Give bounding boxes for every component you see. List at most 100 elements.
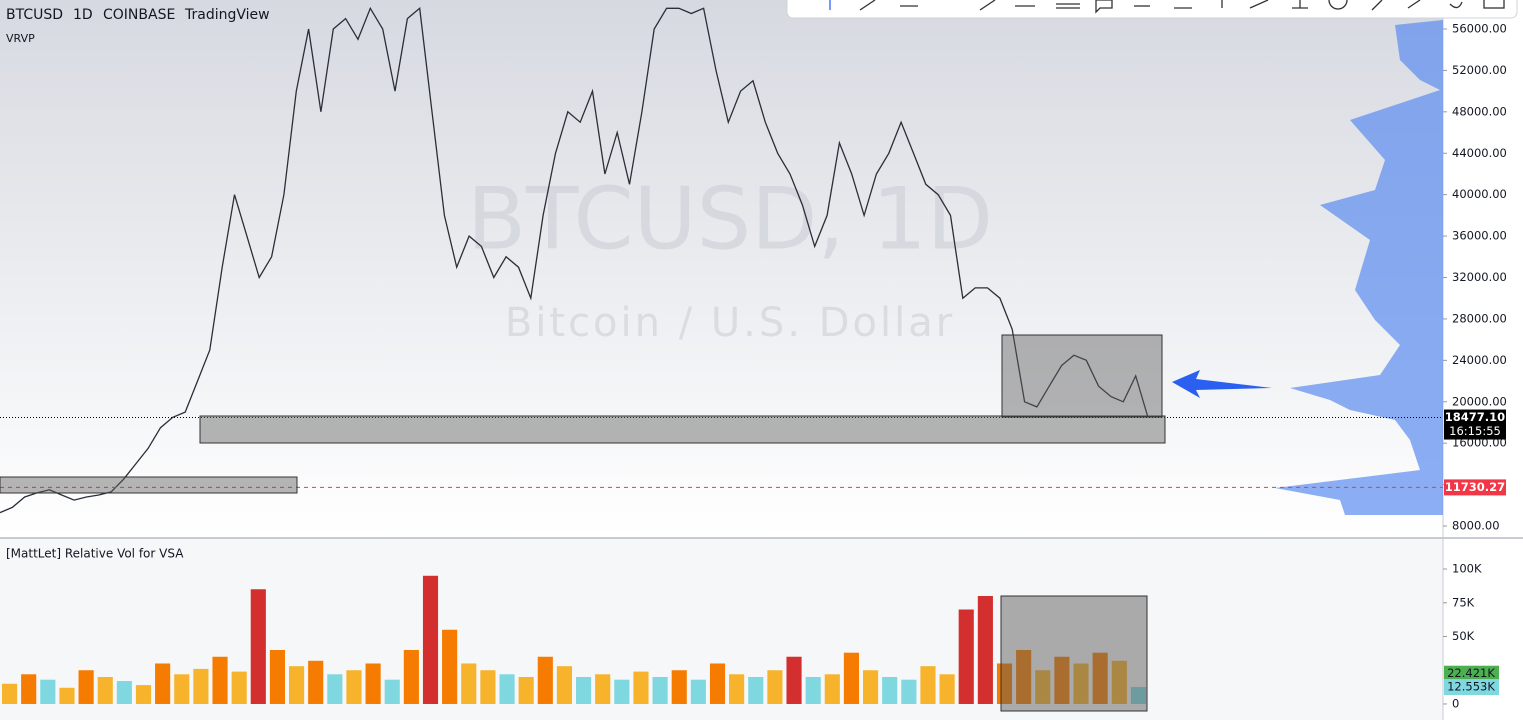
tool-icon[interactable]: [979, 0, 996, 11]
value-tag: 22.421K: [1447, 666, 1495, 680]
y-tick-label: 56000.00: [1452, 21, 1507, 35]
value-tag-bg: [1444, 679, 1499, 696]
support-zone: [0, 476, 298, 494]
y-tick-label: 20000.00: [1452, 394, 1507, 408]
value-tag: 12.553K: [1447, 680, 1495, 694]
y-tick-label: 40000.00: [1452, 187, 1507, 201]
tool-icon[interactable]: [859, 0, 876, 11]
y-tick-label: 0: [1452, 696, 1459, 710]
toolbar: [786, 0, 1518, 19]
volume-bar: [327, 674, 343, 704]
volume-bar: [193, 668, 209, 704]
y-tick-label: 100K: [1452, 562, 1482, 576]
exchange: COINBASE: [103, 7, 175, 23]
volume-bar: [2, 683, 18, 704]
volume-bar: [499, 674, 515, 704]
volume-bar: [346, 670, 362, 704]
tool-icon[interactable]: [1292, 0, 1308, 9]
tool-icon[interactable]: [1483, 0, 1505, 9]
volume-bar: [882, 676, 898, 704]
volume-bar: [442, 629, 458, 704]
y-tick-label: 24000.00: [1452, 353, 1507, 367]
volume-bar: [155, 663, 171, 704]
price-pane: [0, 0, 1443, 537]
volume-bar: [958, 609, 974, 704]
volume-bar: [614, 679, 630, 704]
y-tick-label: 36000.00: [1452, 229, 1507, 243]
volume-bar: [461, 663, 477, 704]
support-zone: [199, 415, 1166, 444]
volume-bar: [78, 670, 94, 704]
value-tag-bg: [1444, 665, 1499, 682]
volume-bar: [289, 666, 305, 704]
arrow: [1172, 370, 1272, 398]
volume-profile: [1275, 20, 1443, 515]
volume-bar: [308, 660, 324, 704]
volume-bar: [595, 674, 611, 704]
volume-bar: [250, 589, 266, 704]
volume-bar: [863, 670, 879, 704]
volume-bar: [40, 679, 56, 704]
tool-icon[interactable]: [1449, 1, 1463, 9]
tool-icon[interactable]: [1095, 0, 1113, 14]
volume-bar: [633, 671, 649, 704]
volume-bar: [729, 674, 745, 704]
volume-bar: [939, 674, 955, 704]
y-tick-label: 48000.00: [1452, 104, 1507, 118]
tool-icon[interactable]: [1407, 0, 1421, 9]
volume-bar: [556, 666, 572, 704]
y-tick-label: 75K: [1452, 595, 1475, 609]
volume-bar: [843, 652, 859, 704]
volume-bar: [690, 679, 706, 704]
price-tag-bg: [1444, 409, 1506, 440]
volume-bar: [709, 663, 726, 704]
y-tick-label: 8000.00: [1452, 519, 1500, 533]
watermark-subtitle: Bitcoin / U.S. Dollar: [505, 300, 955, 346]
volume-bar: [21, 674, 37, 704]
y-tick-label: 52000.00: [1452, 63, 1507, 77]
volume-bar: [748, 676, 764, 704]
price-tag: 18477.10: [1445, 410, 1505, 424]
volume-bar: [576, 676, 592, 704]
volume-bar: [174, 674, 190, 704]
price-axis: [1443, 0, 1523, 720]
indicator-name: VRVP: [6, 32, 35, 45]
y-tick-label: 28000.00: [1452, 311, 1507, 325]
volume-indicator-title: [MattLet] Relative Vol for VSA: [6, 547, 184, 561]
tool-icon[interactable]: [1249, 0, 1269, 9]
volume-bar: [518, 676, 534, 704]
volume-bar: [671, 670, 687, 704]
volume-bar: [212, 656, 228, 704]
volume-bar: [977, 596, 993, 704]
volume-bar: [480, 670, 496, 704]
y-tick-label: 50K: [1452, 629, 1475, 643]
tool-icon[interactable]: [1056, 3, 1080, 9]
volume-bar: [365, 663, 381, 704]
volume-bar: [652, 676, 668, 704]
volume-bar: [59, 687, 75, 704]
watermark: BTCUSD, 1D: [467, 169, 993, 269]
tool-icon[interactable]: [1328, 0, 1348, 10]
toolbar-bg: [786, 0, 1518, 19]
countdown: 16:15:55: [1449, 424, 1501, 438]
volume-bar: [135, 685, 152, 704]
volume-bar: [805, 676, 821, 704]
y-tick-label: 32000.00: [1452, 270, 1507, 284]
y-tick-label: 44000.00: [1452, 146, 1507, 160]
volume-bar: [537, 656, 553, 704]
volume-bar: [231, 671, 247, 704]
volume-bar: [824, 674, 840, 704]
range-box: [1001, 334, 1163, 418]
volume-bar: [384, 679, 400, 704]
source: TradingView: [184, 7, 270, 23]
volume-bar: [269, 649, 285, 704]
volume-bar: [920, 666, 936, 704]
price-tag: 11730.27: [1445, 480, 1505, 494]
volume-bar: [116, 681, 132, 704]
tool-icon[interactable]: [1371, 0, 1383, 11]
volume-bar: [97, 676, 113, 704]
volume-bar: [786, 656, 802, 704]
volume-bar: [422, 575, 439, 704]
range-box: [1000, 595, 1148, 712]
